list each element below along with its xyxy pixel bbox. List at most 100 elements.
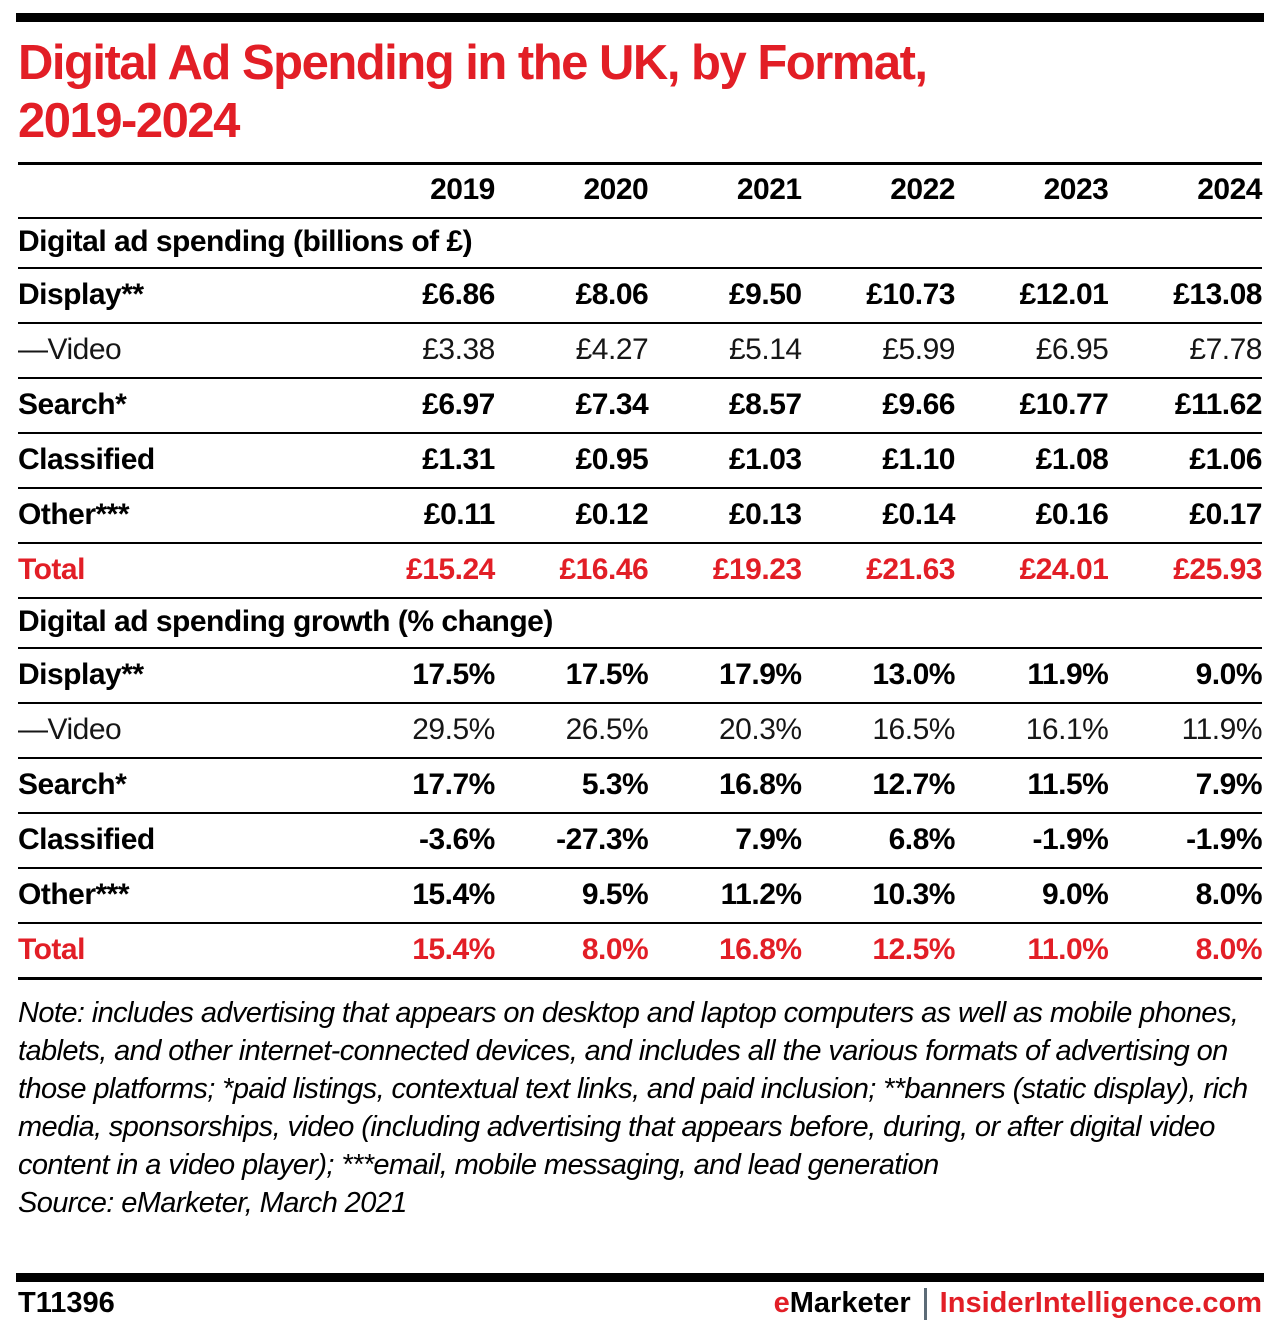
value-cell: 17.9% <box>648 648 802 704</box>
value-cell: 20.3% <box>648 703 802 759</box>
value-cell: £7.34 <box>494 378 649 434</box>
row-label: Total <box>18 923 342 980</box>
value-cell: 11.9% <box>1108 703 1262 759</box>
row-label: Search* <box>18 758 342 814</box>
footer: T11396 eMarketer InsiderIntelligence.com <box>18 1287 1262 1320</box>
value-cell: 26.5% <box>494 703 649 759</box>
emarketer-logo-e: e <box>773 1287 790 1319</box>
year-header-spacer <box>18 163 342 219</box>
value-cell: £5.14 <box>648 323 802 379</box>
value-cell: £6.95 <box>954 323 1109 379</box>
value-cell: £1.31 <box>341 433 495 489</box>
bottom-black-bar <box>16 1273 1264 1282</box>
value-cell: 29.5% <box>341 703 495 759</box>
value-cell: 13.0% <box>801 648 955 704</box>
value-cell: £9.50 <box>648 268 802 324</box>
year-header-row: 2019 2020 2021 2022 2023 2024 <box>18 163 1262 219</box>
value-cell: £7.78 <box>1108 323 1262 379</box>
value-cell: £6.86 <box>341 268 495 324</box>
value-cell: £8.57 <box>648 378 802 434</box>
value-cell: 7.9% <box>648 813 802 869</box>
value-cell: £3.38 <box>341 323 495 379</box>
table-row: Search* £6.97 £7.34 £8.57 £9.66 £10.77 £… <box>18 378 1262 434</box>
section-header: Digital ad spending growth (% change) <box>18 598 1262 649</box>
value-cell: 15.4% <box>341 923 495 980</box>
table-row: —Video 29.5% 26.5% 20.3% 16.5% 16.1% 11.… <box>18 703 1262 759</box>
value-cell: 9.5% <box>494 868 649 924</box>
note-text: Note: includes advertising that appears … <box>18 997 1248 1181</box>
footer-branding: eMarketer InsiderIntelligence.com <box>774 1287 1262 1320</box>
row-label: —Video <box>18 323 342 379</box>
row-label: Classified <box>18 813 342 869</box>
row-label: Display** <box>18 648 342 704</box>
value-cell: £19.23 <box>648 543 802 599</box>
total-row: Total 15.4% 8.0% 16.8% 12.5% 11.0% 8.0% <box>18 923 1262 980</box>
value-cell: 16.8% <box>648 758 802 814</box>
value-cell: 11.9% <box>954 648 1109 704</box>
value-cell: £16.46 <box>494 543 649 599</box>
value-cell: 11.5% <box>954 758 1109 814</box>
value-cell: £0.17 <box>1108 488 1262 544</box>
value-cell: £12.01 <box>954 268 1109 324</box>
row-label: Classified <box>18 433 342 489</box>
value-cell: 16.5% <box>801 703 955 759</box>
source-text: Source: eMarketer, March 2021 <box>18 1187 407 1219</box>
data-table: 2019 2020 2021 2022 2023 2024 Digital ad… <box>18 162 1262 980</box>
table-row: Other*** 15.4% 9.5% 11.2% 10.3% 9.0% 8.0… <box>18 868 1262 924</box>
value-cell: 11.0% <box>954 923 1109 980</box>
row-label: Total <box>18 543 342 599</box>
top-black-bar <box>16 13 1264 22</box>
row-label: Other*** <box>18 488 342 544</box>
value-cell: £1.10 <box>801 433 955 489</box>
value-cell: £1.08 <box>954 433 1109 489</box>
total-row: Total £15.24 £16.46 £19.23 £21.63 £24.01… <box>18 543 1262 599</box>
value-cell: 17.5% <box>494 648 649 704</box>
year-header: 2024 <box>1108 163 1262 219</box>
year-header: 2019 <box>341 163 495 219</box>
table-row: Display** £6.86 £8.06 £9.50 £10.73 £12.0… <box>18 268 1262 324</box>
value-cell: 6.8% <box>801 813 955 869</box>
table-row: Classified £1.31 £0.95 £1.03 £1.10 £1.08… <box>18 433 1262 489</box>
value-cell: 9.0% <box>1108 648 1262 704</box>
value-cell: 10.3% <box>801 868 955 924</box>
table-row: Search* 17.7% 5.3% 16.8% 12.7% 11.5% 7.9… <box>18 758 1262 814</box>
value-cell: 17.7% <box>341 758 495 814</box>
value-cell: 8.0% <box>1108 923 1262 980</box>
value-cell: -1.9% <box>1108 813 1262 869</box>
value-cell: £13.08 <box>1108 268 1262 324</box>
value-cell: £1.03 <box>648 433 802 489</box>
value-cell: -27.3% <box>494 813 649 869</box>
section-header: Digital ad spending (billions of £) <box>18 218 1262 269</box>
page-title-line1: Digital Ad Spending in the UK, by Format… <box>18 36 928 90</box>
value-cell: £8.06 <box>494 268 649 324</box>
year-header: 2023 <box>954 163 1109 219</box>
section-header-row: Digital ad spending growth (% change) <box>18 598 1262 649</box>
value-cell: 7.9% <box>1108 758 1262 814</box>
value-cell: 16.1% <box>954 703 1109 759</box>
value-cell: £0.12 <box>494 488 649 544</box>
year-header: 2020 <box>494 163 649 219</box>
value-cell: £0.95 <box>494 433 649 489</box>
table-row: Display** 17.5% 17.5% 17.9% 13.0% 11.9% … <box>18 648 1262 704</box>
row-label: Other*** <box>18 868 342 924</box>
value-cell: 8.0% <box>1108 868 1262 924</box>
page-title-line2: 2019-2024 <box>18 94 240 148</box>
value-cell: 17.5% <box>341 648 495 704</box>
data-table-wrap: 2019 2020 2021 2022 2023 2024 Digital ad… <box>18 162 1262 980</box>
row-label: Search* <box>18 378 342 434</box>
value-cell: 16.8% <box>648 923 802 980</box>
value-cell: £25.93 <box>1108 543 1262 599</box>
table-row: Classified -3.6% -27.3% 7.9% 6.8% -1.9% … <box>18 813 1262 869</box>
value-cell: 8.0% <box>494 923 649 980</box>
value-cell: £10.73 <box>801 268 955 324</box>
value-cell: £5.99 <box>801 323 955 379</box>
chart-id: T11396 <box>18 1287 115 1319</box>
emarketer-logo: eMarketer <box>774 1287 911 1320</box>
table-row: Other*** £0.11 £0.12 £0.13 £0.14 £0.16 £… <box>18 488 1262 544</box>
value-cell: £0.14 <box>801 488 955 544</box>
value-cell: £0.16 <box>954 488 1109 544</box>
value-cell: -3.6% <box>341 813 495 869</box>
value-cell: £11.62 <box>1108 378 1262 434</box>
footer-divider <box>923 1287 927 1320</box>
